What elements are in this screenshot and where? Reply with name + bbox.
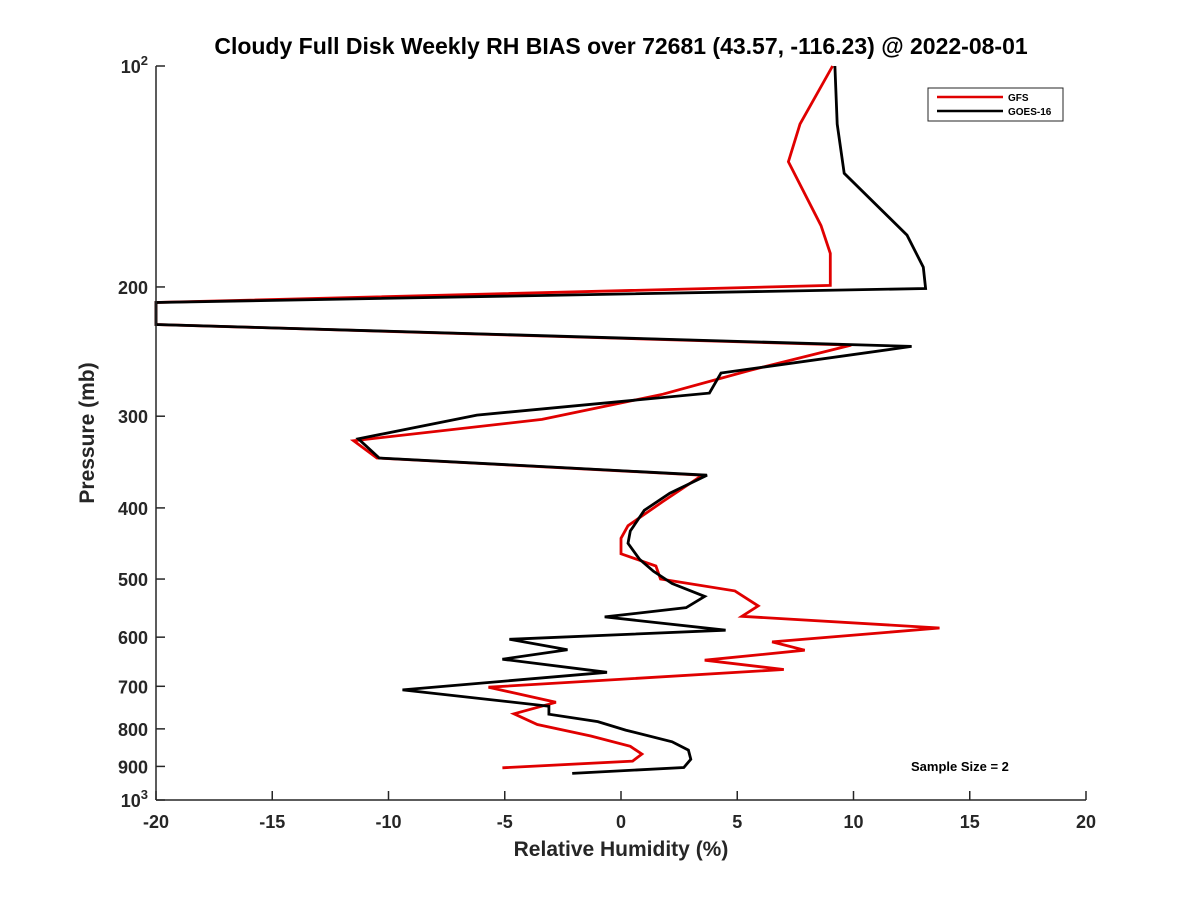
y-tick-label: 200 <box>118 278 148 298</box>
x-axis-label: Relative Humidity (%) <box>514 838 729 861</box>
legend-label-gfs: GFS <box>1008 93 1029 104</box>
x-tick-label: 0 <box>616 812 626 832</box>
x-tick-label: -5 <box>497 812 513 832</box>
y-tick-label: 103 <box>121 787 148 811</box>
x-tick-label: -10 <box>375 812 401 832</box>
y-tick-label: 300 <box>118 407 148 427</box>
x-tick-label: -20 <box>143 812 169 832</box>
x-axis-ticks: -20 -15 -10 -5 0 5 10 15 20 <box>143 791 1096 832</box>
x-tick-label: 5 <box>732 812 742 832</box>
legend: GFS GOES-16 <box>927 87 1064 122</box>
y-tick-label: 500 <box>118 570 148 590</box>
y-tick-label: 900 <box>118 757 148 777</box>
legend-box <box>927 87 1064 122</box>
y-tick-label: 400 <box>118 499 148 519</box>
y-tick-label: 800 <box>118 720 148 740</box>
y-axis-ticks: 102 200 300 400 500 600 700 800 900 103 <box>118 53 165 811</box>
chart-title: Cloudy Full Disk Weekly RH BIAS over 726… <box>214 33 1028 59</box>
series-line-gfs <box>154 65 940 770</box>
series-layer <box>154 65 940 775</box>
x-tick-label: 15 <box>960 812 980 832</box>
y-tick-label: 102 <box>121 53 148 77</box>
sample-size-annotation: Sample Size = 2 <box>911 759 1009 774</box>
x-tick-label: 10 <box>843 812 863 832</box>
x-tick-label: 20 <box>1076 812 1096 832</box>
x-tick-label: -15 <box>259 812 285 832</box>
legend-label-goes16: GOES-16 <box>1008 107 1052 118</box>
y-axis-label: Pressure (mb) <box>76 362 99 503</box>
y-tick-label: 700 <box>118 677 148 697</box>
y-tick-label: 600 <box>118 628 148 648</box>
